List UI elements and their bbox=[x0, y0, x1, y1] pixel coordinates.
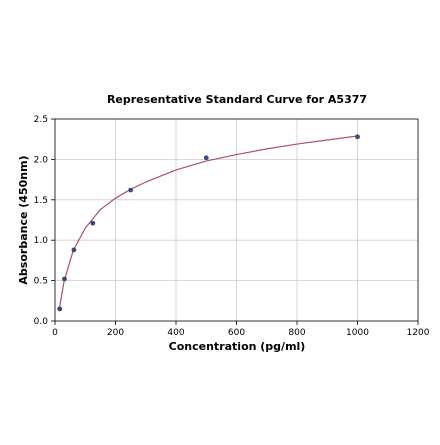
data-point bbox=[71, 247, 77, 253]
fit-curve-line bbox=[59, 135, 358, 307]
y-axis-ticks: 0.0 0.5 1.0 1.5 2.0 2.5 bbox=[34, 115, 55, 327]
data-point bbox=[57, 306, 63, 312]
y-tick-label: 0.5 bbox=[34, 277, 48, 287]
data-point bbox=[355, 134, 360, 140]
data-point bbox=[128, 187, 134, 193]
x-tick-label: 200 bbox=[107, 328, 124, 338]
y-tick-label: 1.0 bbox=[34, 236, 49, 246]
grid bbox=[55, 119, 418, 321]
data-point bbox=[203, 155, 209, 161]
data-point bbox=[62, 276, 67, 282]
chart-title: Representative Standard Curve for A5377 bbox=[107, 93, 367, 106]
y-tick-label: 2.5 bbox=[34, 115, 48, 125]
y-tick-label: 1.5 bbox=[34, 196, 48, 206]
x-tick-label: 400 bbox=[167, 328, 184, 338]
y-axis-label: Absorbance (450nm) bbox=[17, 155, 30, 284]
x-tick-label: 600 bbox=[228, 328, 245, 338]
x-tick-label: 1000 bbox=[346, 328, 369, 338]
x-tick-label: 1200 bbox=[407, 328, 430, 338]
x-axis-ticks: 0 200 400 600 800 1000 1200 bbox=[52, 321, 430, 338]
data-points bbox=[57, 134, 360, 312]
data-point bbox=[90, 220, 96, 226]
x-axis-label: Concentration (pg/ml) bbox=[169, 340, 306, 353]
x-tick-label: 0 bbox=[52, 328, 58, 338]
y-tick-label: 2.0 bbox=[34, 155, 49, 165]
y-tick-label: 0.0 bbox=[34, 317, 49, 327]
x-tick-label: 800 bbox=[288, 328, 305, 338]
